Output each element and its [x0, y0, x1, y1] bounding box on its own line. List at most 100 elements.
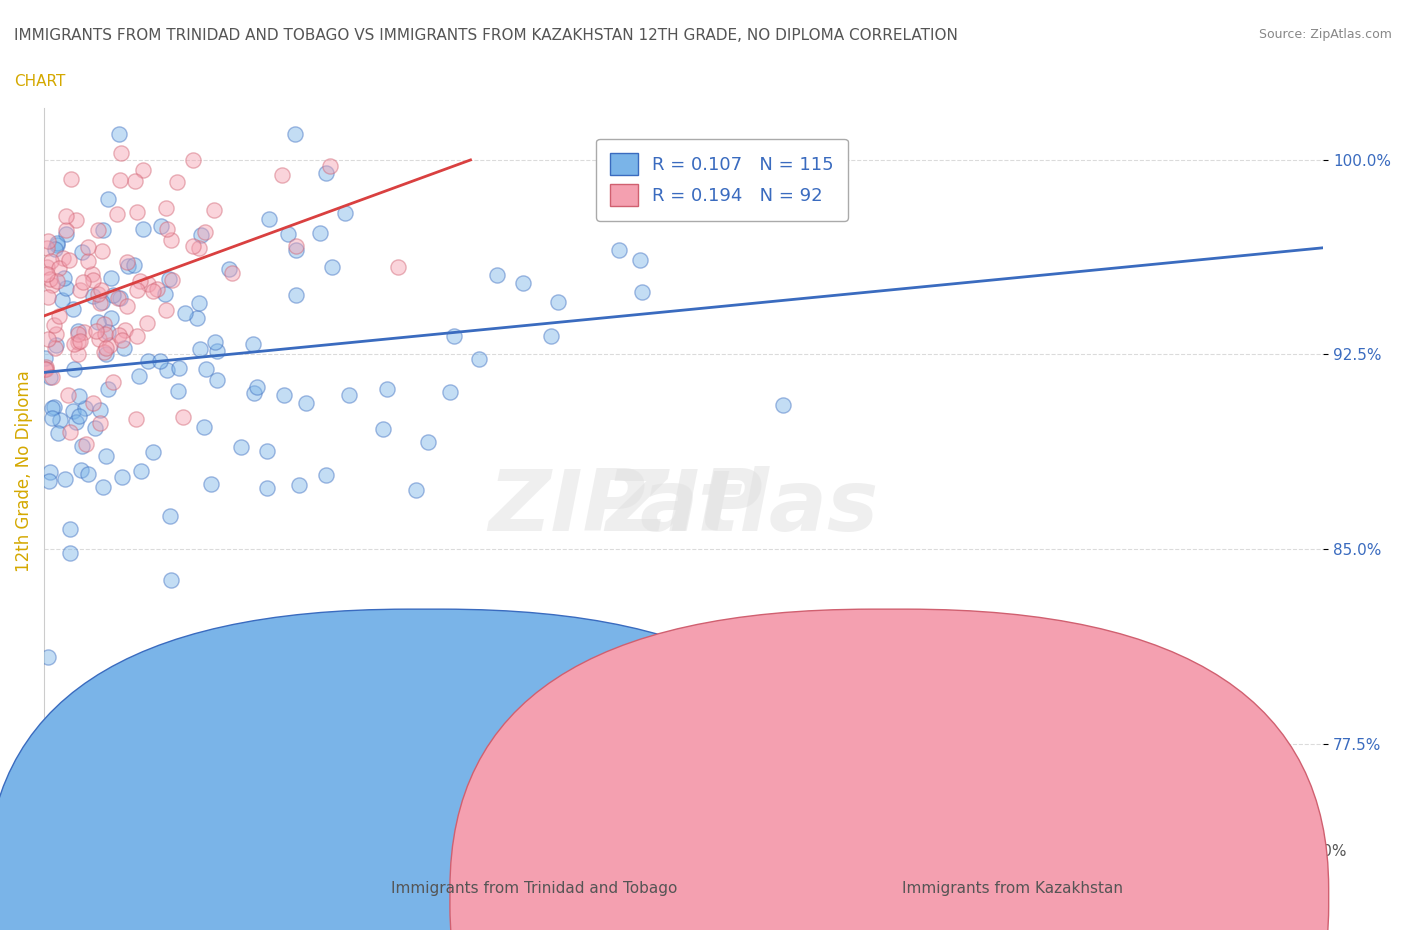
Point: [142, 284, 165, 299]
Point: [100, 271, 122, 286]
Point: [46, 238, 69, 253]
Point: [58, 387, 80, 402]
Point: [89, 416, 111, 431]
Point: [547, 295, 569, 310]
Point: [37, 331, 59, 346]
Point: [77, 253, 100, 268]
Point: [39, 254, 62, 269]
Point: [44, 340, 66, 355]
Point: [45, 338, 67, 352]
Point: [205, 343, 228, 358]
Point: [111, 470, 134, 485]
Point: [115, 255, 138, 270]
Point: [93, 316, 115, 331]
Point: [94, 326, 117, 341]
Point: [87, 331, 110, 346]
Point: [73, 400, 96, 415]
Point: [77, 466, 100, 481]
Point: [284, 126, 307, 141]
Point: [91, 244, 114, 259]
Point: [67, 388, 90, 403]
Point: [35, 259, 58, 274]
Point: [146, 281, 169, 296]
Point: [58, 253, 80, 268]
Point: [87, 222, 110, 237]
Point: [53, 472, 76, 486]
Point: [194, 225, 217, 240]
Point: [101, 288, 124, 303]
Point: [52, 271, 75, 286]
Point: [160, 272, 183, 287]
Point: [188, 296, 211, 311]
Point: [100, 311, 122, 325]
Point: [55, 281, 77, 296]
Point: [111, 333, 134, 348]
Point: [373, 421, 395, 436]
Point: [127, 205, 149, 219]
Point: [67, 335, 90, 350]
Point: [86, 287, 108, 302]
Legend: R = 0.107   N = 115, R = 0.194   N = 92: R = 0.107 N = 115, R = 0.194 N = 92: [596, 139, 848, 220]
Point: [93, 344, 115, 359]
Point: [35, 241, 58, 256]
Point: [333, 206, 356, 220]
Point: [418, 434, 440, 449]
Point: [287, 478, 309, 493]
Point: [181, 153, 204, 167]
Point: [218, 261, 240, 276]
Point: [173, 305, 195, 320]
Point: [122, 258, 145, 272]
Point: [315, 166, 337, 180]
Point: [149, 219, 172, 233]
Point: [221, 266, 243, 281]
Point: [67, 409, 90, 424]
Point: [172, 409, 194, 424]
Point: [67, 346, 90, 361]
Point: [65, 213, 87, 228]
Point: [108, 327, 131, 342]
Point: [256, 444, 278, 458]
Point: [405, 483, 427, 498]
Point: [66, 326, 89, 341]
Point: [188, 240, 211, 255]
Point: [41, 369, 63, 384]
Point: [159, 509, 181, 524]
Point: [112, 340, 135, 355]
Point: [337, 388, 360, 403]
Point: [44, 400, 66, 415]
Point: [468, 352, 491, 366]
Point: [101, 375, 124, 390]
Point: [485, 268, 508, 283]
Point: [443, 329, 465, 344]
Point: [91, 480, 114, 495]
Point: [82, 289, 104, 304]
Point: [108, 291, 131, 306]
Point: [87, 314, 110, 329]
Point: [512, 275, 534, 290]
Point: [35, 360, 58, 375]
Point: [772, 397, 794, 412]
Point: [115, 299, 138, 313]
Point: [89, 296, 111, 311]
Point: [166, 383, 188, 398]
Point: [107, 291, 129, 306]
Point: [136, 276, 159, 291]
Point: [114, 322, 136, 337]
Point: [62, 404, 84, 418]
Point: [84, 420, 107, 435]
Point: [295, 395, 318, 410]
Point: [69, 334, 91, 349]
Point: [284, 243, 307, 258]
Text: Immigrants from Kazakhstan: Immigrants from Kazakhstan: [901, 881, 1123, 896]
Point: [97, 381, 120, 396]
Point: [59, 425, 82, 440]
Point: [97, 192, 120, 206]
Point: [59, 521, 82, 536]
Point: [39, 465, 62, 480]
Point: [37, 289, 59, 304]
Point: [70, 245, 93, 259]
Point: [37, 473, 59, 488]
Point: [105, 206, 128, 221]
Point: [37, 233, 59, 248]
Point: [46, 273, 69, 288]
